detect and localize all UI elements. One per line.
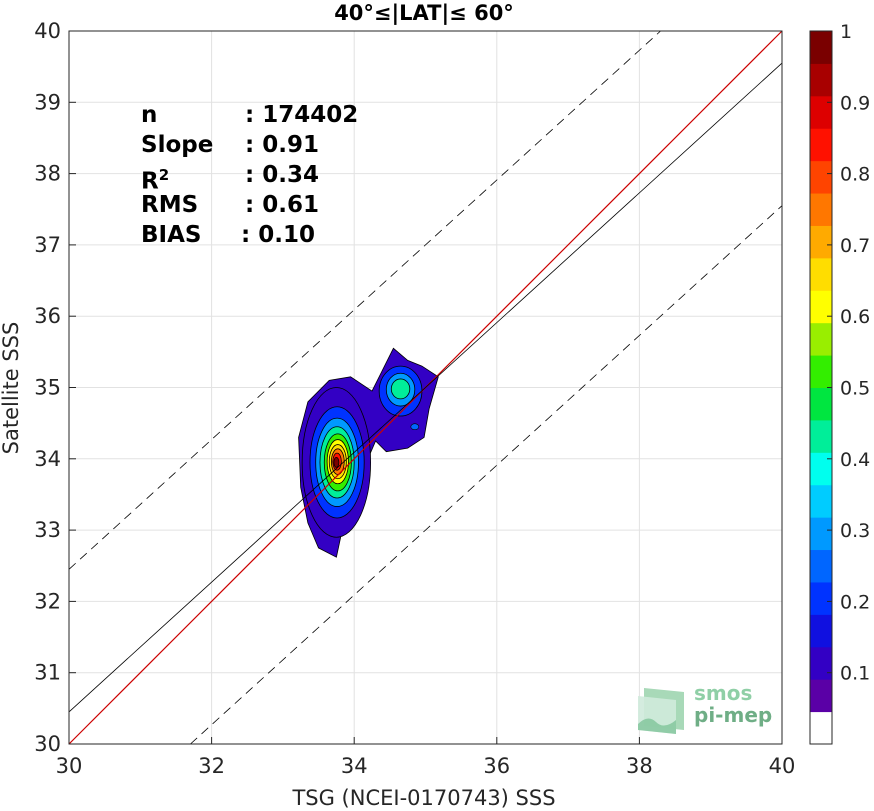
colorbar-tick-label: 1 bbox=[840, 21, 852, 43]
x-tick-label: 36 bbox=[483, 754, 510, 778]
x-axis-ticks: 30 32 34 36 38 40 bbox=[56, 737, 796, 778]
y-tick-label: 36 bbox=[34, 304, 61, 328]
y-tick-label: 40 bbox=[34, 19, 61, 43]
y-tick-label: 33 bbox=[34, 518, 61, 542]
colorbar-swatch bbox=[810, 452, 832, 486]
regression-line bbox=[68, 62, 783, 713]
colorbar-swatch bbox=[810, 646, 832, 680]
stat-name: n bbox=[141, 102, 158, 128]
stat-name: BIAS bbox=[141, 222, 202, 248]
colorbar-swatch bbox=[810, 549, 832, 583]
y-tick-label: 34 bbox=[34, 447, 61, 471]
stat-name: R2 bbox=[141, 160, 169, 197]
y-tick-label: 31 bbox=[34, 661, 61, 685]
stat-value: : 0.61 bbox=[245, 192, 319, 218]
colorbar-swatch bbox=[810, 355, 832, 388]
colorbar-swatch bbox=[810, 711, 832, 745]
colorbar-swatch bbox=[810, 322, 832, 356]
colorbar-swatch bbox=[810, 160, 832, 194]
colorbar-swatch bbox=[810, 517, 832, 551]
colorbar-tick-label: 0.3 bbox=[840, 520, 870, 542]
x-tick-label: 32 bbox=[198, 754, 225, 778]
y-tick-label: 32 bbox=[34, 589, 61, 613]
contour-level bbox=[410, 423, 420, 431]
colorbar-swatch bbox=[810, 193, 832, 226]
x-tick-label: 38 bbox=[626, 754, 653, 778]
colorbar-tick-label: 0.7 bbox=[840, 235, 870, 257]
colorbar-swatch bbox=[810, 679, 832, 713]
colorbar: 0.1 0.2 0.3 0.4 0.5 0.6 0.7 0.8 0.9 1 bbox=[809, 21, 870, 745]
colorbar-tick-label: 0.6 bbox=[840, 306, 870, 328]
lower-bound-line bbox=[190, 205, 783, 745]
contour-level bbox=[333, 456, 340, 468]
smos-pi-mep-logo: smos pi-mep bbox=[636, 682, 776, 734]
colorbar-swatch bbox=[810, 257, 832, 291]
colorbar-swatch bbox=[810, 387, 832, 421]
y-axis-label: Satellite SSS bbox=[0, 322, 23, 455]
y-tick-label: 39 bbox=[34, 90, 61, 114]
stat-value: : 174402 bbox=[245, 102, 359, 128]
colorbar-swatch bbox=[810, 419, 832, 453]
colorbar-swatch bbox=[810, 581, 832, 615]
logo-mark-icon bbox=[638, 688, 684, 734]
colorbar-swatch bbox=[810, 225, 832, 259]
x-tick-label: 40 bbox=[769, 754, 796, 778]
stat-name: RMS bbox=[141, 192, 199, 218]
logo-line-smos: smos bbox=[694, 681, 753, 705]
stat-name: Slope bbox=[141, 132, 214, 158]
y-tick-label: 30 bbox=[34, 732, 61, 756]
colorbar-swatch bbox=[810, 614, 832, 648]
stat-value: : 0.91 bbox=[245, 132, 319, 158]
y-tick-label: 35 bbox=[34, 376, 61, 400]
colorbar-tick-label: 0.1 bbox=[840, 663, 870, 685]
colorbar-swatch bbox=[810, 95, 832, 129]
contour-level bbox=[390, 378, 411, 400]
y-tick-label: 38 bbox=[34, 162, 61, 186]
colorbar-swatch bbox=[810, 63, 832, 97]
colorbar-tick-label: 0.4 bbox=[840, 449, 870, 471]
y-axis-ticks: 30 31 32 33 34 35 36 37 38 39 40 bbox=[34, 19, 76, 756]
x-axis-label: TSG (NCEI-0170743) SSS bbox=[291, 786, 555, 810]
stat-value: : 0.10 bbox=[241, 222, 315, 248]
colorbar-swatch bbox=[810, 290, 832, 324]
stat-name-base: R bbox=[141, 168, 159, 195]
reference-lines bbox=[68, 30, 783, 745]
colorbar-tick-label: 0.8 bbox=[840, 164, 870, 186]
upper-bound-line bbox=[68, 30, 661, 570]
x-tick-label: 34 bbox=[341, 754, 368, 778]
colorbar-tick-label: 0.5 bbox=[840, 378, 870, 400]
stat-name-superscript: 2 bbox=[158, 166, 170, 184]
stat-value: : 0.34 bbox=[245, 162, 319, 188]
x-tick-label: 30 bbox=[56, 754, 83, 778]
logo-text: smos pi-mep bbox=[694, 682, 772, 726]
colorbar-swatch bbox=[810, 128, 832, 162]
logo-line-pi-mep: pi-mep bbox=[694, 703, 773, 727]
y-tick-label: 37 bbox=[34, 233, 61, 257]
colorbar-swatch bbox=[810, 484, 832, 518]
colorbar-tick-label: 0.2 bbox=[840, 591, 870, 613]
density-contours bbox=[298, 347, 439, 558]
chart-title: 40°≤|LAT|≤ 60° bbox=[334, 1, 514, 26]
colorbar-swatch bbox=[810, 31, 832, 64]
colorbar-tick-label: 0.9 bbox=[840, 92, 870, 114]
